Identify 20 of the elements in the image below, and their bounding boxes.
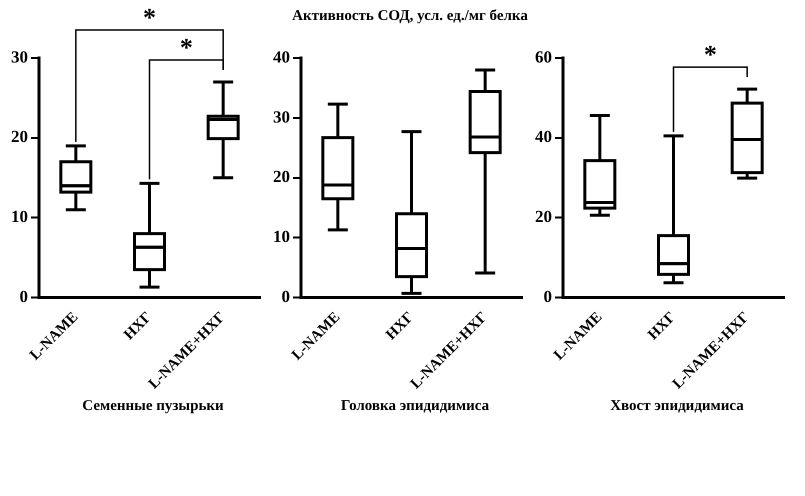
x-axis-title: Хвост эпидидимиса <box>609 398 745 415</box>
x-axis-title: Семенные пузырьки <box>81 398 225 415</box>
y-tick-label: 20 <box>535 207 552 226</box>
y-tick-label: 10 <box>11 207 28 226</box>
text: * <box>143 2 156 32</box>
y-tick-label: 10 <box>273 227 290 246</box>
y-tick-label: 0 <box>282 286 290 306</box>
y-tick-label: 20 <box>273 167 290 186</box>
annotation: * <box>180 32 193 62</box>
y-tick-label: 40 <box>273 47 290 66</box>
chart-title: Активность СОД, усл. ед./мг белка <box>291 8 529 25</box>
y-tick-label: 60 <box>535 47 552 66</box>
y-tick-label: 0 <box>544 286 552 306</box>
y-tick-label: 30 <box>11 47 28 66</box>
y-tick-label: 40 <box>535 127 552 146</box>
x-axis-title: Головка эпидидимиса <box>340 398 490 415</box>
annotation: * <box>704 40 717 70</box>
y-tick-label: 20 <box>11 127 28 146</box>
y-tick-label: 30 <box>273 107 290 126</box>
y-tick-label: 0 <box>20 286 28 306</box>
